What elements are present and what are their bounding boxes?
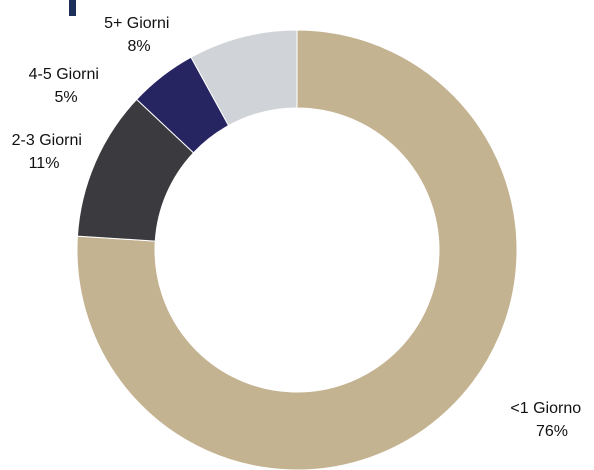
brand-corner-mark: [69, 0, 76, 16]
donut-labels: <1 Giorno 76% 2-3 Giorni 11% 4-5 Giorni …: [12, 15, 585, 440]
slice-name-lt1: <1 Giorno: [510, 400, 581, 417]
slice-value-lt1: 76%: [536, 423, 568, 440]
slice-name-4-5: 4-5 Giorni: [29, 66, 99, 83]
donut-slices: [76, 29, 518, 470]
slice-value-4-5: 5%: [54, 89, 77, 106]
slice-5plus: [190, 29, 298, 127]
slice-name-5plus: 5+ Giorni: [104, 15, 169, 32]
slice-label-lt1: <1 Giorno 76%: [510, 400, 585, 440]
slice-value-5plus: 8%: [127, 38, 150, 55]
slice-name-2-3: 2-3 Giorni: [12, 132, 82, 149]
slice-label-5plus: 5+ Giorni 8%: [104, 15, 174, 55]
slice-value-2-3: 11%: [29, 155, 60, 172]
slice-label-2-3: 2-3 Giorni 11%: [12, 132, 87, 172]
slice-label-4-5: 4-5 Giorni 5%: [29, 66, 104, 106]
slice-lt1: [76, 29, 518, 470]
